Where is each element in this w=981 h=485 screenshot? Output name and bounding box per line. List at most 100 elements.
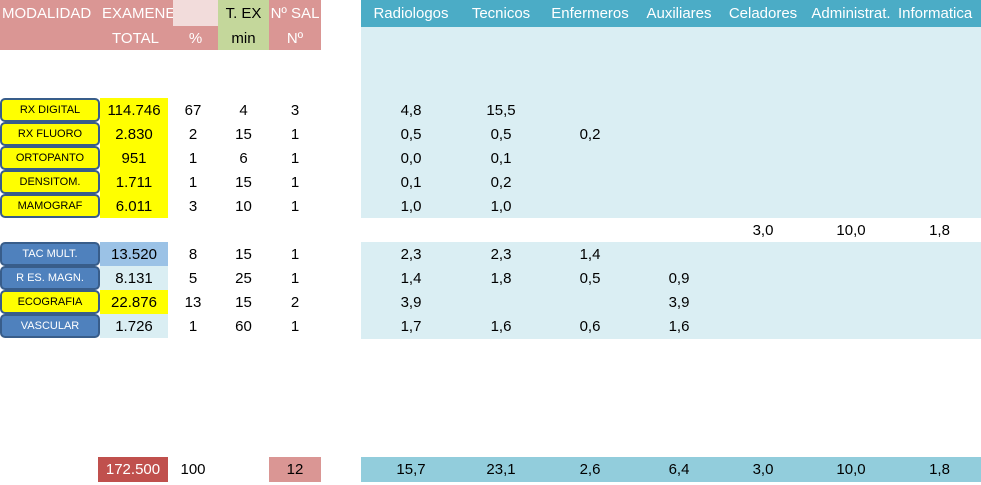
staff-cell-auxiliares: 1,6 xyxy=(668,317,690,335)
percent-cell: 3 xyxy=(188,197,198,215)
staff-cell-celadores: 3,0 xyxy=(752,221,774,239)
staff-header-administrat: Administrat. xyxy=(811,5,891,22)
nsal-cell: 1 xyxy=(290,173,300,191)
staff-cell-enfermeros: 0,6 xyxy=(579,317,601,335)
nsal-cell: 1 xyxy=(290,245,300,263)
nsal-cell: 1 xyxy=(290,149,300,167)
header-examenes: EXAMENES xyxy=(98,0,173,26)
nsal-cell: 3 xyxy=(290,101,300,119)
modalidad-button[interactable]: RX DIGITAL xyxy=(0,98,100,122)
tex-cell: 60 xyxy=(235,317,252,335)
modalidad-button[interactable]: VASCULAR xyxy=(0,314,100,338)
staff-cell-auxiliares: 3,9 xyxy=(668,293,690,311)
staff-cell-tecnicos: 0,5 xyxy=(490,125,512,143)
nsal-cell: 1 xyxy=(290,125,300,143)
staff-cell-enfermeros: 0,2 xyxy=(579,125,601,143)
header-nsal: Nº SAL xyxy=(269,0,321,26)
staff-cell-enfermeros: 0,5 xyxy=(579,269,601,287)
exam-total-cell: 114.746 xyxy=(100,98,168,122)
staff-cell-radiologos: 3,9 xyxy=(400,293,422,311)
header-n: Nº xyxy=(269,26,321,50)
nsal-cell: 1 xyxy=(290,269,300,287)
percent-cell: 1 xyxy=(188,149,198,167)
total-sal: 12 xyxy=(269,457,321,482)
exam-total-cell: 8.131 xyxy=(100,266,168,290)
nsal-cell: 2 xyxy=(290,293,300,311)
exam-total-cell: 6.011 xyxy=(100,194,168,218)
tex-cell: 10 xyxy=(235,197,252,215)
percent-cell: 2 xyxy=(188,125,198,143)
header-examenes-ext xyxy=(173,0,218,26)
header-modalidad-2 xyxy=(0,26,98,50)
tex-cell: 15 xyxy=(235,245,252,263)
exam-total-cell: 22.876 xyxy=(100,290,168,314)
staff-header-informatica: Informatica xyxy=(898,5,973,22)
modalidad-button[interactable]: DENSITOM. xyxy=(0,170,100,194)
percent-cell: 5 xyxy=(188,269,198,287)
modalidad-button[interactable]: TAC MULT. xyxy=(0,242,100,266)
staff-band-top xyxy=(361,27,981,218)
tex-cell: 25 xyxy=(235,269,252,287)
nsal-cell: 1 xyxy=(290,197,300,215)
staff-total-radiologos: 15,7 xyxy=(396,461,426,478)
exam-total-cell: 1.711 xyxy=(100,170,168,194)
staff-cell-tecnicos: 0,1 xyxy=(490,149,512,167)
staff-cell-tecnicos: 1,8 xyxy=(490,269,512,287)
total-exam: 172.500 xyxy=(98,457,168,482)
staff-cell-radiologos: 1,7 xyxy=(400,317,422,335)
exam-total-cell: 13.520 xyxy=(100,242,168,266)
header-total: TOTAL xyxy=(98,26,173,50)
header-tex: T. EX xyxy=(218,0,269,26)
percent-cell: 8 xyxy=(188,245,198,263)
staff-total-band xyxy=(361,457,981,482)
staff-cell-informatica: 1,8 xyxy=(929,221,950,239)
percent-cell: 67 xyxy=(184,101,202,119)
staff-cell-tecnicos: 1,6 xyxy=(490,317,512,335)
staff-cell-administrat: 10,0 xyxy=(836,221,866,239)
staff-cell-radiologos: 0,5 xyxy=(400,125,422,143)
staff-header-enfermeros: Enfermeros xyxy=(551,5,629,22)
tex-cell: 15 xyxy=(235,293,252,311)
staff-header-celadores: Celadores xyxy=(728,5,798,22)
exam-total-cell: 1.726 xyxy=(100,314,168,338)
modalidad-button[interactable]: MAMOGRAF xyxy=(0,194,100,218)
modalidad-button[interactable]: ORTOPANTO xyxy=(0,146,100,170)
modalidad-button[interactable]: RX FLUORO xyxy=(0,122,100,146)
staff-cell-radiologos: 1,4 xyxy=(400,269,422,287)
percent-cell: 13 xyxy=(184,293,202,311)
staff-cell-tecnicos: 0,2 xyxy=(490,173,512,191)
staff-cell-auxiliares: 0,9 xyxy=(668,269,690,287)
staff-header-band xyxy=(361,0,981,27)
tex-cell: 15 xyxy=(235,173,252,191)
percent-cell: 1 xyxy=(188,173,198,191)
staff-total-tecnicos: 23,1 xyxy=(486,461,516,478)
tex-cell: 4 xyxy=(239,101,248,119)
modalidad-button[interactable]: ECOGRAFIA xyxy=(0,290,100,314)
staff-cell-radiologos: 1,0 xyxy=(400,197,422,215)
header-modalidad: MODALIDAD xyxy=(0,0,98,26)
staff-total-administrat: 10,0 xyxy=(836,461,866,478)
staff-cell-tecnicos: 1,0 xyxy=(490,197,512,215)
staff-total-auxiliares: 6,4 xyxy=(668,461,690,478)
staff-cell-radiologos: 0,0 xyxy=(400,149,422,167)
staff-cell-radiologos: 2,3 xyxy=(400,245,422,263)
staff-cell-radiologos: 0,1 xyxy=(400,173,422,191)
tex-cell: 15 xyxy=(235,125,252,143)
total-pct: 100 xyxy=(180,461,206,478)
staff-total-celadores: 3,0 xyxy=(752,461,774,478)
tex-cell: 6 xyxy=(239,149,248,167)
staff-total-informatica: 1,8 xyxy=(929,461,950,478)
staff-cell-tecnicos: 2,3 xyxy=(490,245,512,263)
staff-total-enfermeros: 2,6 xyxy=(579,461,601,478)
staff-header-auxiliares: Auxiliares xyxy=(646,5,712,22)
staff-header-radiologos: Radiologos xyxy=(373,5,449,22)
percent-cell: 1 xyxy=(188,317,198,335)
staff-cell-enfermeros: 1,4 xyxy=(579,245,601,263)
staff-band-bottom xyxy=(361,242,981,339)
exam-total-cell: 2.830 xyxy=(100,122,168,146)
staff-cell-radiologos: 4,8 xyxy=(400,101,422,119)
modalidad-button[interactable]: R ES. MAGN. xyxy=(0,266,100,290)
staff-cell-tecnicos: 15,5 xyxy=(486,101,516,119)
header-percent: % xyxy=(173,26,218,50)
nsal-cell: 1 xyxy=(290,317,300,335)
